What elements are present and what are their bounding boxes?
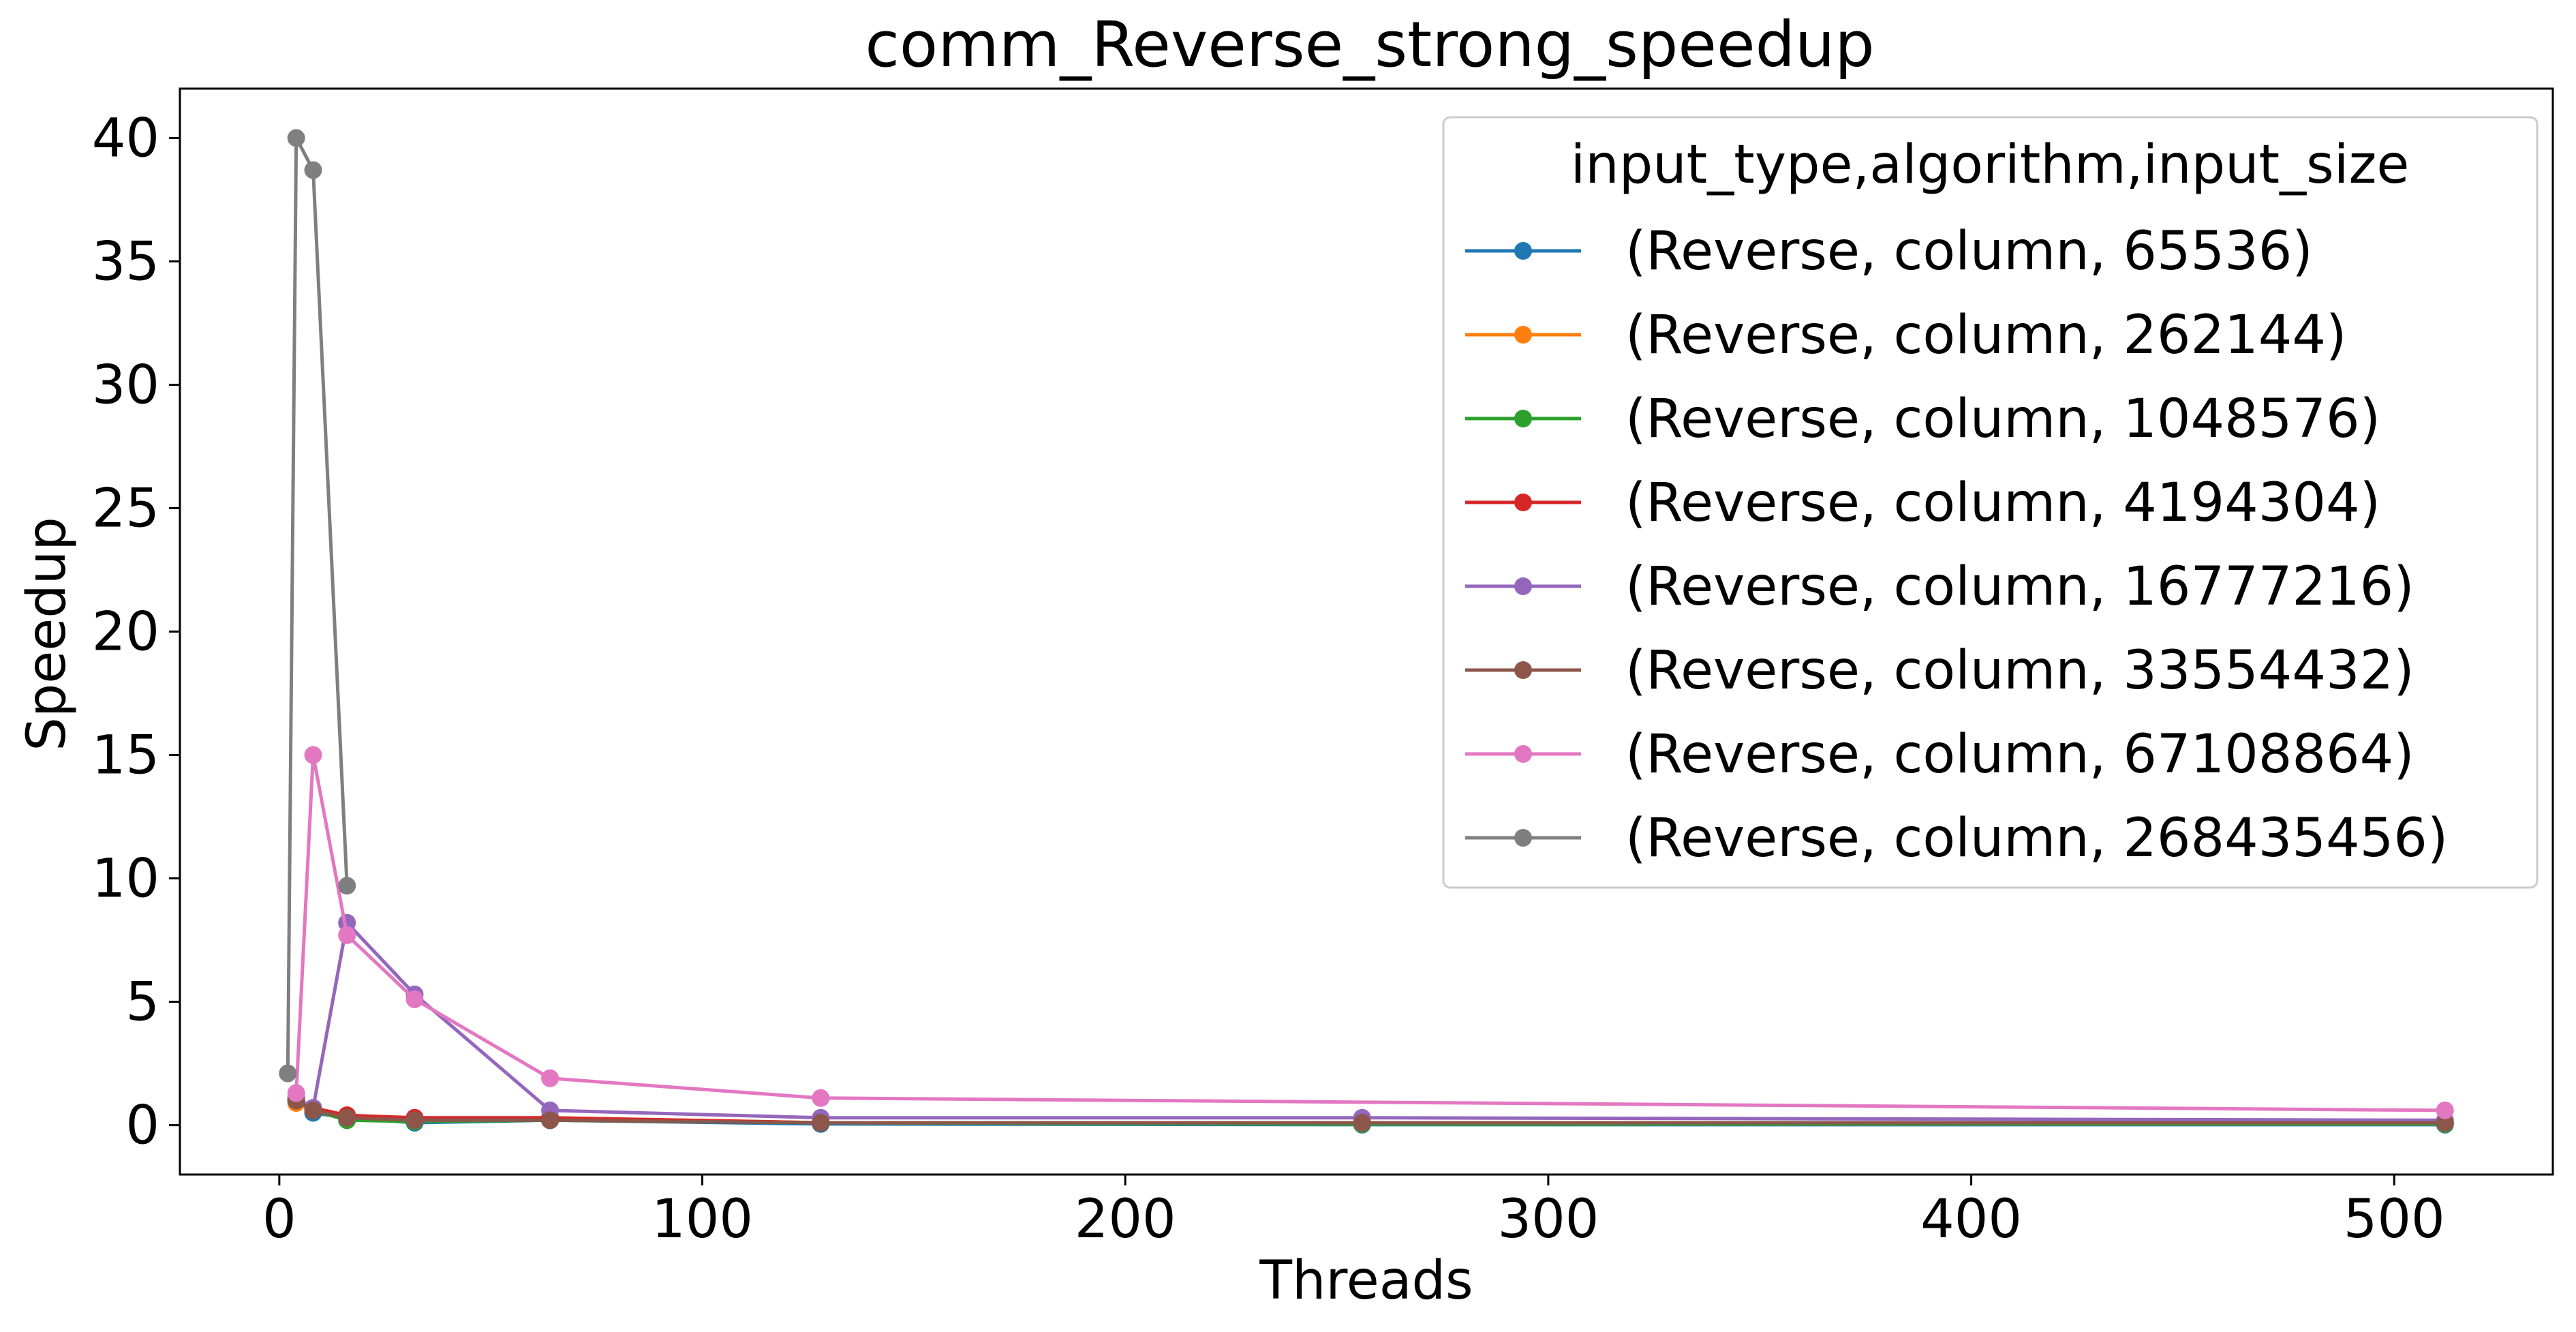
legend-label: (Reverse, column, 262144) [1625,305,2346,366]
legend-label: (Reverse, column, 67108864) [1625,724,2414,785]
x-tick-label: 300 [1497,1189,1599,1250]
legend-swatch-marker [1514,661,1532,679]
data-point [405,1111,424,1130]
y-tick-label: 25 [92,478,159,539]
data-point [2436,1101,2454,1119]
legend-entry: (Reverse, column, 67108864) [1465,724,2414,785]
legend-label: (Reverse, column, 16777216) [1625,556,2414,618]
data-point [338,1108,356,1127]
data-point [812,1089,830,1107]
legend-swatch-marker [1514,326,1532,344]
legend-entry: (Reverse, column, 16777216) [1465,556,2414,618]
legend-label: (Reverse, column, 268435456) [1625,808,2448,869]
series-line [295,921,2445,1122]
series-5 [287,1091,2454,1132]
data-point [304,161,322,179]
legend-entry: (Reverse, column, 268435456) [1465,808,2448,869]
data-point [1353,1113,1371,1132]
legend-entry: (Reverse, column, 4194304) [1465,472,2380,534]
legend-entry: (Reverse, column, 1048576) [1465,389,2380,450]
legend-entries: (Reverse, column, 65536) (Reverse, column… [1465,221,2448,869]
legend-entry: (Reverse, column, 262144) [1465,305,2346,366]
x-tick-label: 400 [1920,1189,2022,1250]
y-tick-label: 5 [125,972,159,1033]
axes-frame [179,87,2554,1176]
x-tick-label: 100 [651,1189,753,1250]
y-tick-label: 35 [92,231,159,292]
legend-swatch-marker [1514,577,1532,595]
data-point [279,1064,297,1083]
legend-entry: (Reverse, column, 65536) [1465,221,2313,282]
data-point [2436,1113,2454,1132]
x-tick-label: 500 [2344,1189,2445,1250]
x-axis-label: Threads [1259,1250,1473,1312]
legend-swatch-marker [1514,410,1532,427]
legend-swatch-marker [1514,829,1532,847]
legend-title: input_type,algorithm,input_size [1571,134,2410,196]
legend-swatch-marker [1514,494,1532,511]
y-tick-label: 20 [92,602,159,663]
y-tick-label: 15 [92,725,159,787]
chart-title: comm_Reverse_strong_speedup [865,8,1874,81]
legend-label: (Reverse, column, 65536) [1625,221,2313,282]
legend-swatch-marker [1514,745,1532,763]
data-point [541,1111,559,1130]
y-axis-label: Speedup [16,517,78,751]
legend-entry: (Reverse, column, 33554432) [1465,640,2414,701]
y-tick-label: 40 [92,108,159,169]
data-point [812,1113,830,1132]
data-point [287,129,305,147]
legend-box [1442,116,2539,889]
legend-swatch-marker [1514,242,1532,260]
data-point [304,746,322,764]
plot-area: 0 100 200 300 400 500 0 5 10 15 20 25 30 35 40 [92,108,2454,1250]
x-tick-label: 200 [1075,1189,1176,1250]
legend-label: (Reverse, column, 4194304) [1625,472,2380,534]
data-point [338,877,356,895]
data-point [287,1084,305,1102]
data-point [304,1101,322,1119]
y-tick-label: 30 [92,354,159,416]
y-tick-label: 0 [125,1095,159,1157]
series-7 [279,129,356,1083]
series-6 [287,746,2454,1119]
series-line [286,136,349,1074]
y-tick-label: 10 [92,849,159,910]
data-point [541,1069,559,1087]
legend-label: (Reverse, column, 33554432) [1625,640,2414,701]
data-point [338,926,356,944]
legend-label: (Reverse, column, 1048576) [1625,389,2380,450]
data-point [405,990,424,1008]
legend: input_type,algorithm,input_size (Reverse… [1442,116,2539,889]
x-tick-label: 0 [262,1189,296,1250]
